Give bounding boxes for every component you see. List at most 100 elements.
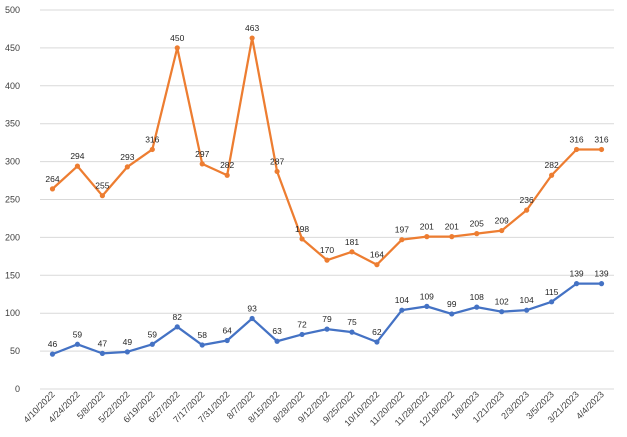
data-label: 49 — [123, 337, 133, 347]
data-point — [424, 303, 430, 309]
data-point — [174, 324, 180, 330]
data-label: 463 — [245, 23, 259, 33]
data-label: 46 — [48, 339, 58, 349]
data-point — [49, 186, 56, 192]
data-point — [349, 249, 355, 255]
x-axis-ticks: 4/10/20224/24/20225/8/20225/22/20226/19/… — [22, 389, 606, 428]
data-label: 139 — [569, 269, 583, 279]
data-label: 104 — [520, 295, 534, 305]
data-label: 255 — [95, 181, 109, 191]
data-label: 59 — [73, 329, 83, 339]
data-label: 316 — [594, 134, 608, 144]
data-label: 316 — [145, 134, 159, 144]
data-label: 170 — [320, 245, 334, 255]
data-label: 293 — [120, 152, 134, 162]
data-label: 198 — [295, 224, 309, 234]
data-point — [199, 161, 205, 167]
data-label: 115 — [545, 287, 559, 297]
data-label: 108 — [470, 292, 484, 302]
data-point — [249, 315, 255, 322]
data-label: 139 — [594, 269, 608, 279]
data-point — [573, 281, 580, 287]
data-label: 197 — [395, 225, 409, 235]
data-point — [374, 262, 380, 268]
data-label: 72 — [297, 319, 307, 329]
data-point — [324, 326, 330, 332]
data-label: 64 — [222, 325, 232, 335]
data-label: 93 — [247, 304, 257, 314]
data-point — [399, 307, 405, 313]
data-point — [374, 339, 380, 345]
y-tick-label: 0 — [15, 384, 20, 394]
data-point — [449, 234, 455, 240]
data-label: 59 — [148, 329, 158, 339]
data-point — [149, 341, 155, 347]
data-point — [299, 331, 305, 338]
data-point — [549, 172, 555, 178]
data-label: 63 — [272, 326, 282, 336]
y-tick-label: 250 — [5, 195, 20, 205]
data-point — [474, 304, 480, 310]
data-point — [299, 236, 305, 242]
data-point — [49, 351, 56, 357]
data-point — [99, 350, 105, 356]
data-point — [249, 35, 255, 41]
data-label: 282 — [545, 160, 559, 170]
data-point — [124, 164, 130, 170]
data-label: 205 — [470, 219, 484, 229]
data-point — [199, 342, 205, 348]
y-axis-ticks: 0 50 100 150 200 250 300 350 400 450 500 — [5, 5, 20, 394]
data-label: 62 — [372, 327, 382, 337]
data-point — [149, 146, 155, 153]
data-point — [598, 146, 605, 153]
data-point — [598, 281, 605, 287]
data-point — [524, 207, 530, 213]
y-tick-label: 300 — [5, 157, 20, 167]
data-label: 282 — [220, 160, 234, 170]
data-label: 201 — [420, 222, 434, 232]
data-label: 82 — [173, 312, 183, 322]
data-label: 109 — [420, 291, 434, 301]
y-tick-label: 100 — [5, 308, 20, 318]
data-point — [124, 349, 130, 355]
data-point — [549, 299, 555, 305]
data-point — [174, 45, 180, 51]
x-tick-label: 4/4/2023 — [574, 389, 606, 421]
data-label: 297 — [195, 149, 209, 159]
y-tick-label: 350 — [5, 119, 20, 129]
data-label: 181 — [345, 237, 359, 247]
data-label: 287 — [270, 156, 284, 166]
data-label: 264 — [45, 174, 59, 184]
data-label: 75 — [347, 317, 357, 327]
data-point — [573, 146, 580, 153]
data-label: 47 — [98, 338, 108, 348]
data-point — [74, 341, 81, 347]
data-point — [349, 329, 355, 335]
y-tick-label: 500 — [5, 5, 20, 15]
y-tick-label: 400 — [5, 81, 20, 91]
series-lines — [49, 35, 605, 357]
data-point — [499, 309, 505, 315]
data-label: 164 — [370, 250, 384, 260]
data-label: 201 — [445, 222, 459, 232]
y-tick-label: 150 — [5, 270, 20, 280]
data-point — [224, 172, 230, 178]
data-label: 58 — [197, 330, 207, 340]
data-point — [424, 234, 430, 240]
data-point — [99, 193, 105, 199]
data-point — [324, 257, 330, 263]
data-label: 316 — [569, 134, 583, 144]
series-line — [51, 36, 602, 266]
data-point — [224, 337, 230, 344]
data-label: 79 — [322, 314, 332, 324]
data-point — [499, 227, 505, 234]
data-label: 99 — [447, 299, 457, 309]
data-point — [449, 311, 455, 317]
data-label: 294 — [70, 151, 84, 161]
data-point — [274, 168, 280, 175]
data-point — [74, 163, 81, 169]
data-label: 209 — [495, 216, 509, 226]
y-tick-label: 200 — [5, 232, 20, 242]
data-point — [399, 237, 405, 243]
